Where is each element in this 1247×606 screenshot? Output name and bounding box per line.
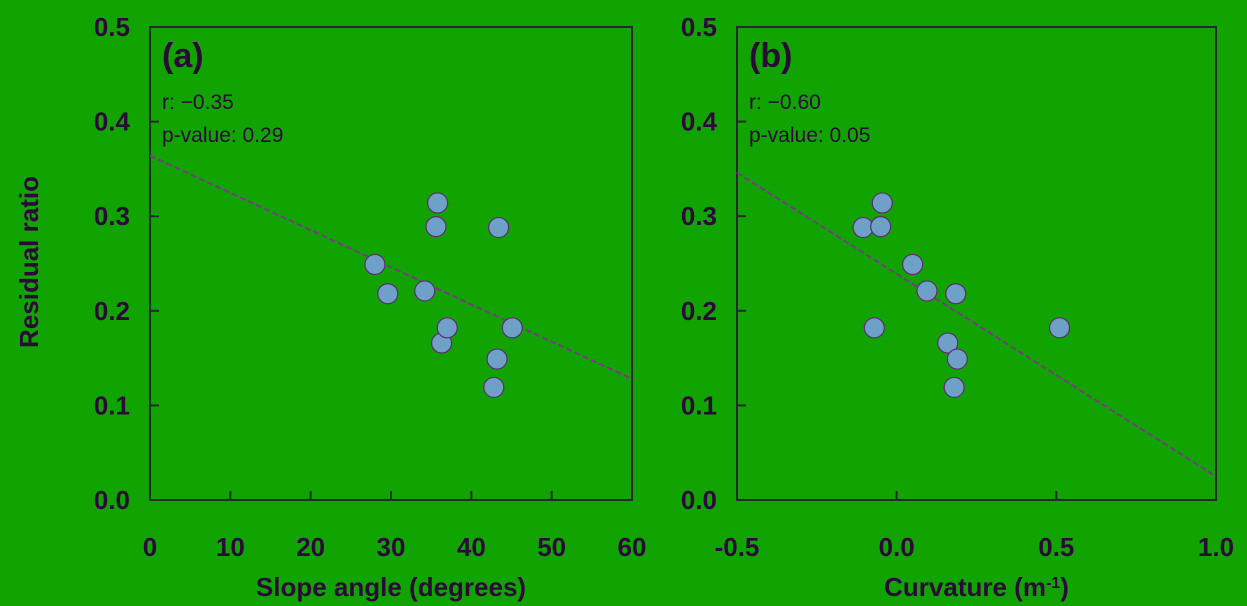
y-tick-label: 0.3: [94, 201, 130, 231]
x-tick-label: 0.5: [1038, 532, 1074, 562]
x-axis-label-superscript: -1: [1046, 575, 1060, 592]
data-point: [414, 280, 436, 302]
y-tick-label: 0.4: [681, 107, 718, 137]
data-point: [1048, 317, 1071, 339]
trendline: [149, 154, 633, 380]
p-value-stat: p-value: 0.05: [749, 124, 870, 147]
panel-label: (a): [162, 37, 204, 75]
trendline: [736, 171, 1217, 478]
y-tick-label: 0.2: [681, 296, 717, 326]
data-point: [426, 192, 449, 214]
data-point: [852, 216, 874, 239]
data-point: [946, 348, 968, 370]
y-tick-label: 0.0: [681, 485, 717, 515]
x-tick-label: 1.0: [1198, 532, 1234, 562]
plot-frame: [736, 26, 1217, 501]
y-tick-label: 0.1: [94, 390, 130, 420]
panel-label: (b): [749, 37, 792, 75]
correlation-stat: r: −0.60: [749, 91, 821, 114]
data-point: [486, 348, 508, 370]
data-point: [916, 280, 938, 302]
data-point: [501, 317, 523, 339]
y-tick-label: 0.5: [94, 12, 130, 42]
x-tick-label: 20: [296, 532, 325, 562]
x-tick-label: 10: [216, 532, 245, 562]
x-tick-label: 30: [377, 532, 406, 562]
data-point: [377, 283, 399, 305]
y-tick-label: 0.0: [94, 485, 130, 515]
data-point: [488, 216, 510, 239]
data-point: [863, 317, 885, 339]
x-tick-label: 50: [537, 532, 566, 562]
data-point: [364, 253, 386, 276]
data-point: [945, 283, 967, 305]
x-tick-label: 0: [143, 532, 157, 562]
x-tick-label: -0.5: [715, 532, 760, 562]
p-value-stat: p-value: 0.29: [162, 124, 283, 147]
panel-a: 0.0 0.1 0.2 0.3 0.4 0.5 0 10 20 30 40 50 60 Slope ang…: [94, 12, 647, 602]
y-tick-label: 0.1: [681, 390, 717, 420]
y-axis-label: Residual ratio: [14, 176, 44, 348]
data-point: [937, 332, 959, 354]
data-point: [902, 253, 924, 276]
data-point: [943, 376, 965, 399]
correlation-stat: r: −0.35: [162, 91, 234, 114]
data-point: [436, 317, 458, 339]
y-tick-label: 0.4: [94, 107, 131, 137]
x-axis-label: Curvature (m-1): [884, 572, 1069, 602]
y-tick-label: 0.2: [94, 296, 130, 326]
data-point: [870, 216, 892, 238]
y-tick-label: 0.3: [681, 201, 717, 231]
y-tick-label: 0.5: [681, 12, 717, 42]
x-axis-label-tail: ): [1060, 572, 1069, 602]
x-tick-label: 60: [618, 532, 647, 562]
x-tick-label: 0.0: [879, 532, 915, 562]
panel-b: 0.0 0.1 0.2 0.3 0.4 0.5 -0.5 0.0 0.5 1.0 Curvature…: [681, 12, 1234, 602]
data-point: [425, 216, 447, 238]
x-axis-label: Slope angle (degrees): [256, 572, 526, 602]
x-tick-label: 40: [457, 532, 486, 562]
data-point: [483, 376, 505, 399]
data-point: [871, 192, 893, 214]
